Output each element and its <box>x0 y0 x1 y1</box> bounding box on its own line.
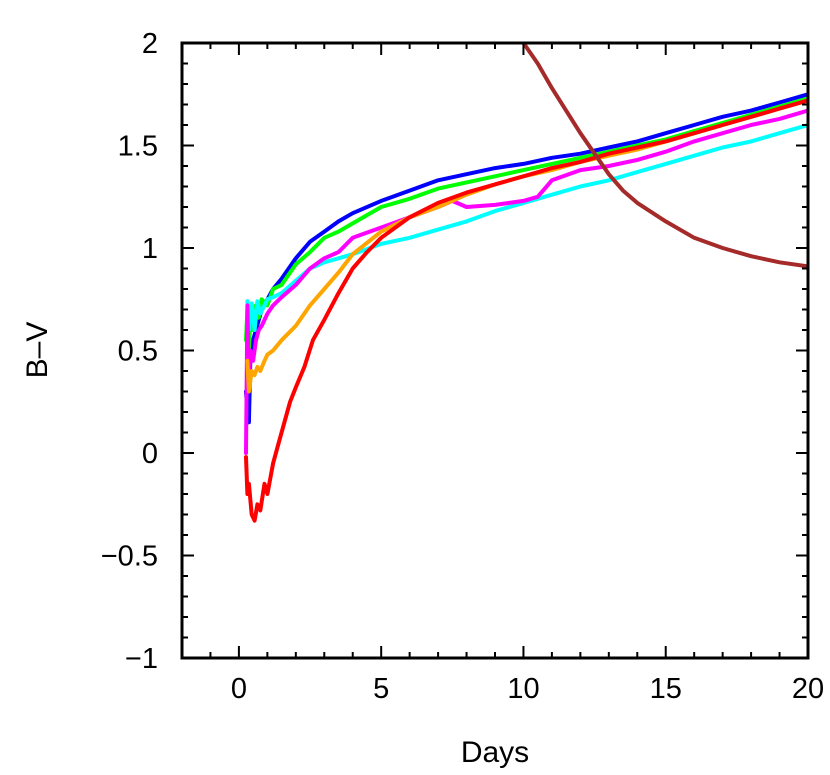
y-tick-label: 1 <box>142 233 158 265</box>
y-tick-label: 0.5 <box>118 336 158 368</box>
y-tick-label: −0.5 <box>101 541 158 573</box>
series-line-5 <box>245 98 808 394</box>
y-tick-label: −1 <box>125 643 158 675</box>
series-line-7 <box>521 43 808 269</box>
x-tick-label: 15 <box>650 673 682 705</box>
x-tick-label: 20 <box>792 673 824 705</box>
x-axis-label: Days <box>461 736 529 769</box>
series-line-1 <box>244 92 808 425</box>
x-tick-label: 10 <box>507 673 539 705</box>
series-layer <box>244 43 808 523</box>
x-tick-label: 0 <box>231 673 247 705</box>
series-line-6 <box>244 98 808 523</box>
y-tick-label: 2 <box>142 28 158 60</box>
series-line-3 <box>245 123 808 332</box>
label-layer: 0 5 10 15 20 −1 −0.5 0 0.5 1 1.5 2 <box>101 28 824 705</box>
y-tick-label: 0 <box>142 438 158 470</box>
x-tick-label: 5 <box>373 673 389 705</box>
y-tick-label: 1.5 <box>118 131 158 163</box>
y-axis-label: B–V <box>21 322 54 379</box>
plot-frame <box>180 41 810 660</box>
